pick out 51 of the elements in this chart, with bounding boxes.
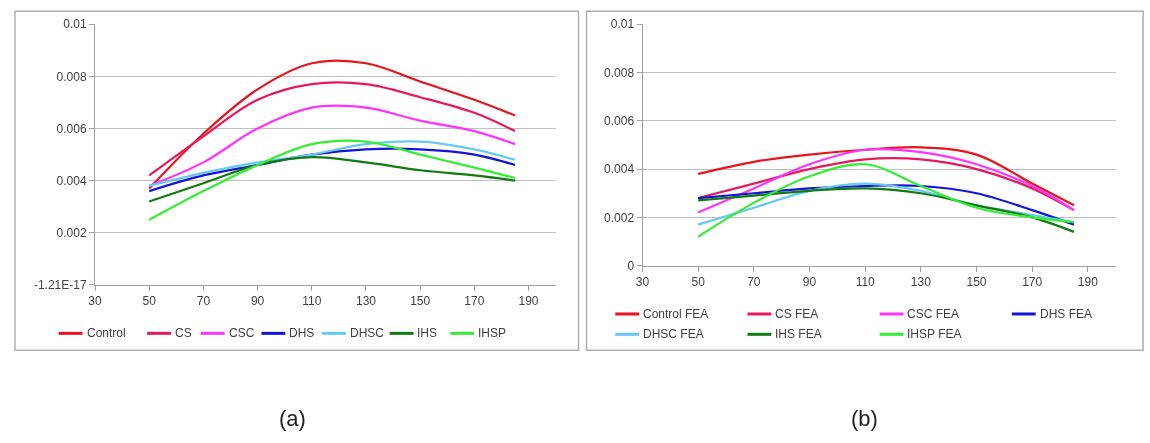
- y-tick-label: 0.004: [604, 162, 635, 177]
- y-tick-label: 0.004: [56, 173, 87, 188]
- y-tick-label: 0.01: [610, 17, 635, 32]
- y-tick-label: 0.01: [63, 17, 87, 32]
- x-tick-label: 110: [855, 275, 876, 290]
- legend-label: IHSP: [478, 326, 507, 340]
- line-series: [148, 156, 517, 203]
- y-tick-label: -1.21E-17: [33, 278, 87, 293]
- x-tick-label: 90: [250, 294, 265, 309]
- x-tick-label: 170: [1022, 275, 1043, 290]
- y-tick-label: 0.002: [56, 226, 87, 241]
- y-tick-label: 0.008: [56, 69, 87, 84]
- y-tick-label: 0.008: [604, 65, 635, 80]
- legend-label: Control: [87, 326, 126, 340]
- x-tick-label: 30: [88, 294, 103, 309]
- x-tick-label: 90: [802, 275, 817, 290]
- x-tick-label: 70: [747, 275, 761, 290]
- legend-label: CSC FEA: [907, 307, 960, 321]
- x-tick-label: 190: [1077, 275, 1099, 290]
- legend-label: CS FEA: [775, 307, 819, 321]
- y-tick-label: 0.002: [604, 210, 635, 225]
- legend-label: IHSP FEA: [907, 327, 962, 341]
- legend-label: IHS FEA: [775, 327, 822, 341]
- x-tick-label: 150: [966, 275, 987, 290]
- x-tick-label: 190: [518, 294, 539, 309]
- x-tick-label: 30: [635, 275, 650, 290]
- legend-label: DHS FEA: [1040, 307, 1093, 321]
- text: (b): [851, 406, 878, 431]
- x-tick-label: 50: [691, 275, 706, 290]
- y-tick-label: 0.006: [604, 113, 635, 128]
- legend-label: Control FEA: [643, 307, 709, 321]
- x-tick-label: 110: [302, 294, 322, 309]
- line-series: [148, 140, 517, 187]
- legend-label: DHS: [289, 326, 315, 340]
- x-tick-label: 70: [196, 294, 211, 309]
- y-tick-label: 0: [627, 258, 635, 273]
- legend-label: CS: [175, 326, 192, 340]
- text: (a): [279, 406, 306, 431]
- y-tick-label: 0.006: [56, 121, 87, 136]
- line-series: [148, 139, 517, 221]
- legend-label: DHSC FEA: [643, 327, 704, 341]
- line-series: [697, 187, 1076, 233]
- line-series: [697, 163, 1076, 238]
- legend-label: DHSC: [350, 326, 385, 340]
- x-tick-label: 50: [142, 294, 157, 309]
- legend-label: IHS: [417, 326, 438, 340]
- x-tick-label: 150: [410, 294, 431, 309]
- x-tick-label: 130: [910, 275, 932, 290]
- legend-label: CSC: [229, 326, 255, 340]
- x-tick-label: 130: [355, 294, 377, 309]
- x-tick-label: 170: [464, 294, 485, 309]
